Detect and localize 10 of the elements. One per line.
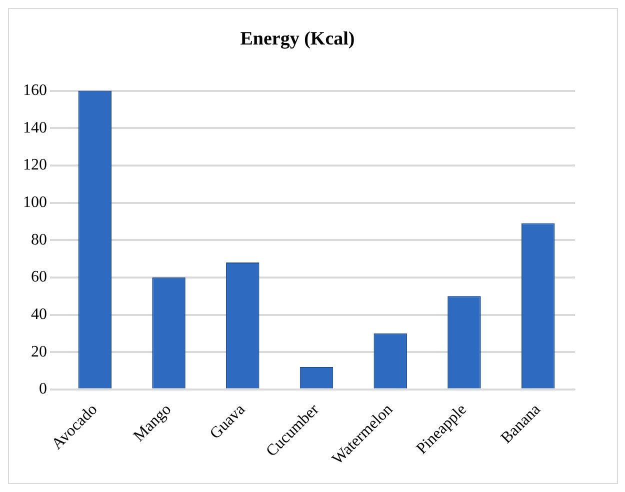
y-tick-label: 100 [23, 194, 47, 211]
y-tick-label: 120 [23, 156, 47, 174]
y-tick-label: 60 [31, 268, 47, 286]
y-tick-label: 160 [23, 82, 47, 100]
y-tick-label: 0 [39, 380, 47, 398]
y-tick-label: 140 [23, 119, 47, 136]
chart-title: Energy (Kcal) [240, 28, 355, 50]
y-tick-label: 20 [31, 343, 47, 360]
y-tick-label: 40 [31, 306, 47, 323]
y-tick-label: 80 [31, 231, 47, 248]
